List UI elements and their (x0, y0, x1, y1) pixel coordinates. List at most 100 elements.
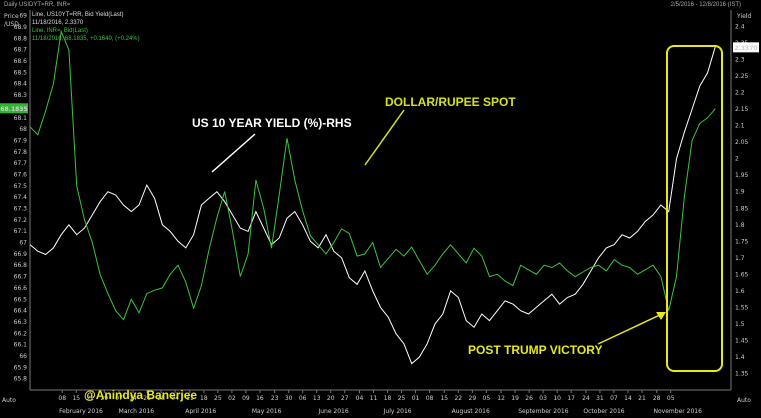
left-tick-label: 68.3 (14, 92, 28, 99)
x-tick-label: 11 (186, 395, 194, 402)
x-tick-label: 29 (100, 395, 108, 402)
month-label: September 2016 (518, 408, 569, 415)
left-tick-label: 66.9 (14, 251, 28, 258)
series-line (29, 29, 716, 321)
x-tick-label: 13 (313, 395, 321, 402)
current-yield-tag (733, 42, 759, 53)
left-tick-label: 68.9 (14, 24, 28, 31)
x-tick-label: 07 (115, 395, 123, 402)
current-yield-label: 2.3370 (734, 45, 757, 52)
left-tick-label: 68.6 (14, 58, 28, 65)
yield-annotation: US 10 YEAR YIELD (%)-RHS (192, 116, 352, 130)
x-tick-label: 01 (412, 395, 420, 402)
month-label: July 2016 (383, 408, 412, 415)
left-tick-label: 66.3 (14, 319, 28, 326)
right-tick-label: 1.4 (735, 354, 745, 361)
x-tick-label: 14 (129, 395, 137, 402)
right-tick-label: 2.3 (735, 57, 745, 64)
spot-annotation-arrow (364, 109, 405, 166)
yield-annotation-arrow (211, 133, 256, 173)
legend-entry: Line, US10YT=RR, Bid Yield(Last) (32, 12, 124, 18)
right-tick-label: 1.6 (735, 288, 745, 295)
month-label: April 2016 (185, 408, 216, 415)
month-label: June 2016 (317, 408, 348, 415)
right-tick-label: 1.45 (735, 337, 749, 344)
x-tick-label: 24 (582, 395, 590, 402)
highlight-box (666, 45, 723, 372)
left-tick-label: 67.7 (14, 160, 28, 167)
right-tick-label: 1.35 (735, 370, 749, 377)
trump-annotation-arrow (597, 312, 665, 345)
left-tick-label: 67.6 (14, 171, 28, 178)
left-tick-label: 66.2 (14, 330, 28, 337)
x-tick-label: 22 (86, 395, 94, 402)
month-label: November 2016 (654, 408, 703, 415)
x-tick-label: 27 (341, 395, 349, 402)
x-tick-label: 28 (653, 395, 661, 402)
right-tick-label: 2.15 (735, 106, 749, 113)
left-tick-label: 67.1 (14, 228, 28, 235)
right-tick-label: 1.75 (735, 238, 749, 245)
right-axis-title: Yield (736, 13, 751, 20)
x-tick-label: 07 (610, 395, 618, 402)
x-tick-label: 26 (525, 395, 533, 402)
x-tick-label: 09 (242, 395, 250, 402)
left-tick-label: 67.5 (14, 183, 28, 190)
left-tick-label: 65.9 (14, 364, 28, 371)
x-tick-label: 18 (384, 395, 392, 402)
x-tick-label: 05 (483, 395, 491, 402)
left-tick-label: 66.4 (14, 308, 28, 315)
right-tick-label: 2.1 (735, 123, 745, 130)
left-axis-title: Price (4, 13, 19, 20)
right-tick-label: 1.55 (735, 304, 749, 311)
current-price-label: 68.1835 (0, 106, 27, 113)
right-tick-label: 2.2 (735, 90, 745, 97)
right-tick-label: 2.25 (735, 73, 749, 80)
x-tick-label: 29 (469, 395, 477, 402)
left-tick-label: 67 (19, 240, 27, 247)
left-tick-label: 68.4 (14, 81, 28, 88)
right-tick-label: 1.5 (735, 321, 745, 328)
left-tick-label: 67.3 (14, 206, 28, 213)
left-tick-label: 68.7 (14, 47, 28, 54)
x-tick-label: 12 (497, 395, 505, 402)
x-tick-label: 23 (271, 395, 279, 402)
left-axis-title: /USD (4, 21, 19, 28)
legend-entry: 11/18/2016, 68.1835, +0.1640, (+0.24%) (32, 36, 140, 42)
right-tick-label: 1.85 (735, 205, 749, 212)
left-tick-label: 67.8 (14, 149, 28, 156)
x-tick-label: 15 (440, 395, 448, 402)
month-label: August 2016 (452, 408, 490, 415)
x-tick-label: 14 (624, 395, 632, 402)
left-tick-label: 66.6 (14, 285, 28, 292)
x-tick-label: 28 (157, 395, 165, 402)
trump-annotation: POST TRUMP VICTORY (468, 343, 602, 357)
right-tick-label: 1.7 (735, 255, 745, 262)
right-tick-label: 1.95 (735, 172, 749, 179)
month-label: May 2016 (252, 408, 282, 415)
month-label: October 2016 (583, 408, 624, 415)
x-tick-label: 02 (228, 395, 236, 402)
x-unit-label: Auto (2, 397, 16, 404)
left-tick-label: 66.5 (14, 296, 28, 303)
x-tick-label: 05 (667, 395, 675, 402)
x-tick-label: 10 (553, 395, 561, 402)
x-tick-label: 11 (370, 395, 378, 402)
x-tick-label: 08 (58, 395, 66, 402)
left-tick-label: 66.1 (14, 342, 28, 349)
x-tick-label: 25 (398, 395, 406, 402)
legend-entry: Line, INR=, Bid(Last) (32, 28, 88, 34)
left-tick-label: 67.2 (14, 217, 28, 224)
x-tick-label: 30 (285, 395, 293, 402)
x-tick-label: 21 (143, 395, 151, 402)
x-tick-label: 04 (356, 395, 364, 402)
legend-entry: 11/18/2016, 2.3370 (32, 20, 84, 26)
right-tick-label: 2.05 (735, 139, 749, 146)
x-tick-label: 20 (327, 395, 335, 402)
x-tick-label: 22 (454, 395, 462, 402)
x-tick-label: 06 (299, 395, 307, 402)
left-tick-label: 67.4 (14, 194, 28, 201)
right-tick-label: 1.65 (735, 271, 749, 278)
left-tick-label: 68 (19, 126, 27, 133)
x-tick-label: 16 (256, 395, 264, 402)
